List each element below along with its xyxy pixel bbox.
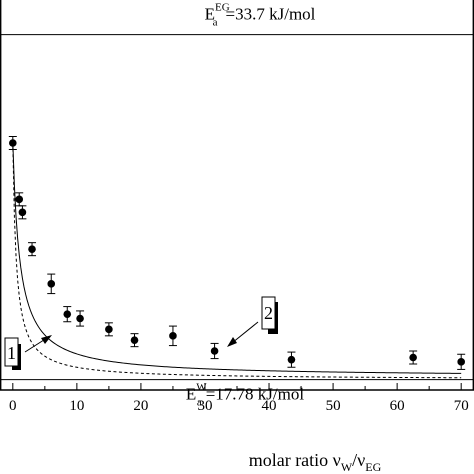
series-2-label-box: 2	[261, 296, 278, 334]
x-tick-label-70: 70	[454, 398, 469, 414]
series-1-label: 1	[7, 343, 16, 363]
data-marker	[457, 358, 465, 366]
data-point	[63, 306, 72, 323]
data-point	[409, 350, 418, 365]
data-point	[76, 310, 85, 327]
series-2-arrow	[227, 321, 259, 347]
x-tick-label-50: 50	[326, 398, 341, 414]
data-point	[28, 242, 37, 257]
x-axis-tick-labels: 0 10 20 30 40 50 60 70	[9, 398, 469, 414]
data-point	[15, 192, 24, 207]
data-marker	[409, 353, 417, 362]
data-point	[47, 273, 56, 295]
data-point	[168, 325, 177, 347]
series-2-label: 2	[264, 303, 273, 323]
x-tick-label-60: 60	[390, 398, 405, 414]
data-marker	[9, 139, 17, 147]
data-marker	[76, 314, 84, 323]
x-tick-label-40: 40	[262, 398, 277, 414]
data-point	[130, 333, 139, 348]
x-tick-label-30: 30	[197, 398, 212, 414]
data-marker	[18, 208, 27, 217]
x-tick-label-0: 0	[9, 398, 17, 414]
data-point	[18, 205, 27, 220]
series-1-arrow	[24, 335, 52, 353]
data-point	[104, 322, 113, 337]
data-point	[210, 342, 219, 360]
data-point	[287, 351, 296, 368]
x-axis-ticks	[12, 383, 462, 390]
series-1-label-box: 1	[4, 337, 21, 370]
x-tick-label-20: 20	[133, 398, 148, 414]
series-2-solid-curve	[12, 142, 462, 374]
data-marker	[169, 332, 177, 340]
series-1-dashed-curve	[12, 143, 462, 379]
data-marker	[210, 347, 219, 355]
data-point	[457, 353, 466, 370]
data-points	[8, 136, 466, 370]
data-marker	[63, 310, 72, 318]
x-axis-title: molar ratio νW/νEG	[249, 450, 382, 474]
data-marker	[28, 245, 36, 253]
data-marker	[15, 195, 24, 204]
x-tick-label-10: 10	[69, 398, 84, 414]
data-point	[8, 136, 17, 150]
data-marker	[105, 325, 113, 334]
data-marker	[287, 355, 296, 364]
reference-label-eg: EEG a =33.7 kJ/mol	[205, 2, 316, 29]
data-marker	[47, 280, 56, 288]
data-marker	[130, 336, 139, 344]
